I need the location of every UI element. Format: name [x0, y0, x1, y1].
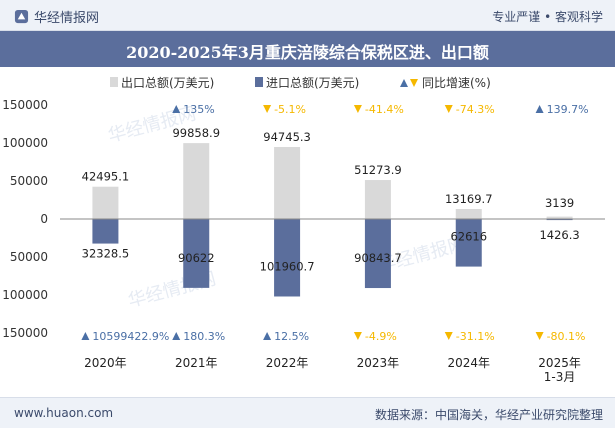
- growth-up-triangle-icon: [81, 332, 90, 340]
- x-category-label: 1-3月: [544, 370, 576, 384]
- import-value-label: 1426.3: [539, 228, 579, 242]
- chart-area: 出口总额(万美元) 进口总额(万美元) 同比增速(%) 华经情报网 华经情报网 …: [0, 67, 615, 397]
- export-bar: [364, 180, 391, 219]
- brand-logo-icon: [14, 9, 29, 24]
- export-bar: [92, 186, 119, 219]
- growth-down-triangle-icon: [353, 332, 362, 340]
- growth-down-triangle-icon: [353, 105, 362, 113]
- tagline: 专业严谨 • 客观科学: [492, 10, 603, 24]
- y-tick-label: 0: [40, 212, 48, 226]
- growth-rate-label: 135%: [183, 103, 214, 116]
- import-bar: [92, 219, 119, 244]
- growth-rate-label: 10599422.9%: [92, 330, 169, 343]
- y-axis: 150000 100000 50000 0 50000 100000 150000: [2, 98, 48, 340]
- growth-up-triangle-icon: [172, 105, 181, 113]
- data-labels: 42495.1 32328.5 99858.9 90622 94745.3 101960.…: [82, 126, 580, 273]
- x-category-label: 2020年: [84, 356, 127, 370]
- top-bar: 华经情报网 专业严谨 • 客观科学: [0, 0, 615, 31]
- export-value-label: 99858.9: [172, 126, 220, 140]
- bars: [92, 143, 573, 297]
- growth-up-triangle-icon: [535, 105, 544, 113]
- import-bar: [546, 219, 573, 221]
- x-category-label: 2024年: [447, 356, 490, 370]
- legend-import-swatch: [255, 77, 263, 87]
- growth-rate-label: -74.3%: [456, 103, 495, 116]
- brand-name: 华经情报网: [34, 11, 100, 26]
- x-category-label: 2023年: [357, 356, 400, 370]
- y-tick-label: 150000: [2, 98, 48, 112]
- legend: 出口总额(万美元) 进口总额(万美元) 同比增速(%): [110, 76, 491, 90]
- import-value-label: 90843.7: [354, 251, 402, 265]
- legend-import-label: 进口总额(万美元): [266, 76, 359, 90]
- growth-up-triangle-icon: [172, 332, 181, 340]
- growth-markers: 10599422.9% 135% 180.3% -5.1% 12.5% -41.4% -4.…: [81, 103, 589, 343]
- growth-rate-label: -80.1%: [547, 330, 586, 343]
- legend-down-triangle-icon: [410, 79, 418, 87]
- source-note: 数据来源：中国海关，华经产业研究院整理: [374, 408, 603, 422]
- footer: www.huaon.com 数据来源：中国海关，华经产业研究院整理: [0, 397, 615, 428]
- import-bar: [455, 219, 482, 267]
- y-tick-label: 100000: [2, 288, 48, 302]
- import-value-label: 101960.7: [260, 259, 315, 273]
- growth-down-triangle-icon: [444, 332, 453, 340]
- legend-growth-label: 同比增速(%): [422, 76, 491, 90]
- chart-svg: 出口总额(万美元) 进口总额(万美元) 同比增速(%) 华经情报网 华经情报网 …: [2, 76, 605, 384]
- growth-rate-label: -41.4%: [365, 103, 404, 116]
- import-value-label: 62616: [450, 230, 487, 244]
- export-bar: [274, 146, 301, 219]
- export-value-label: 94745.3: [263, 130, 311, 144]
- export-value-label: 3139: [545, 196, 574, 210]
- export-bar: [546, 216, 573, 219]
- import-bar: [274, 219, 301, 297]
- y-tick-label: 50000: [10, 174, 48, 188]
- import-bar: [183, 219, 210, 288]
- growth-up-triangle-icon: [263, 332, 272, 340]
- y-tick-label: 100000: [2, 136, 48, 150]
- growth-rate-label: 12.5%: [274, 330, 309, 343]
- import-bar: [364, 219, 391, 289]
- export-value-label: 51273.9: [354, 163, 402, 177]
- x-category-label: 2021年: [175, 356, 218, 370]
- growth-rate-label: 139.7%: [547, 103, 589, 116]
- legend-export-swatch: [110, 77, 118, 87]
- growth-rate-label: -5.1%: [274, 103, 306, 116]
- growth-rate-label: -4.9%: [365, 330, 397, 343]
- x-category-label: 2022年: [266, 356, 309, 370]
- export-bar: [455, 208, 482, 219]
- title-bar: 2020-2025年3月重庆涪陵综合保税区进、出口额: [0, 31, 615, 67]
- legend-export-label: 出口总额(万美元): [121, 76, 214, 90]
- y-tick-label: 150000: [2, 326, 48, 340]
- x-category-label: 2025年: [538, 356, 581, 370]
- import-value-label: 32328.5: [82, 247, 130, 261]
- growth-rate-label: 180.3%: [183, 330, 225, 343]
- growth-down-triangle-icon: [444, 105, 453, 113]
- growth-down-triangle-icon: [535, 332, 544, 340]
- growth-down-triangle-icon: [263, 105, 272, 113]
- export-bar: [183, 143, 210, 219]
- export-value-label: 13169.7: [445, 192, 493, 206]
- chart-title: 2020-2025年3月重庆涪陵综合保税区进、出口额: [126, 43, 489, 62]
- website-link[interactable]: www.huaon.com: [14, 406, 114, 420]
- y-tick-label: 50000: [10, 250, 48, 264]
- growth-rate-label: -31.1%: [456, 330, 495, 343]
- import-value-label: 90622: [178, 251, 215, 265]
- legend-up-triangle-icon: [400, 79, 408, 87]
- export-value-label: 42495.1: [82, 170, 130, 184]
- brand[interactable]: 华经情报网: [14, 7, 99, 26]
